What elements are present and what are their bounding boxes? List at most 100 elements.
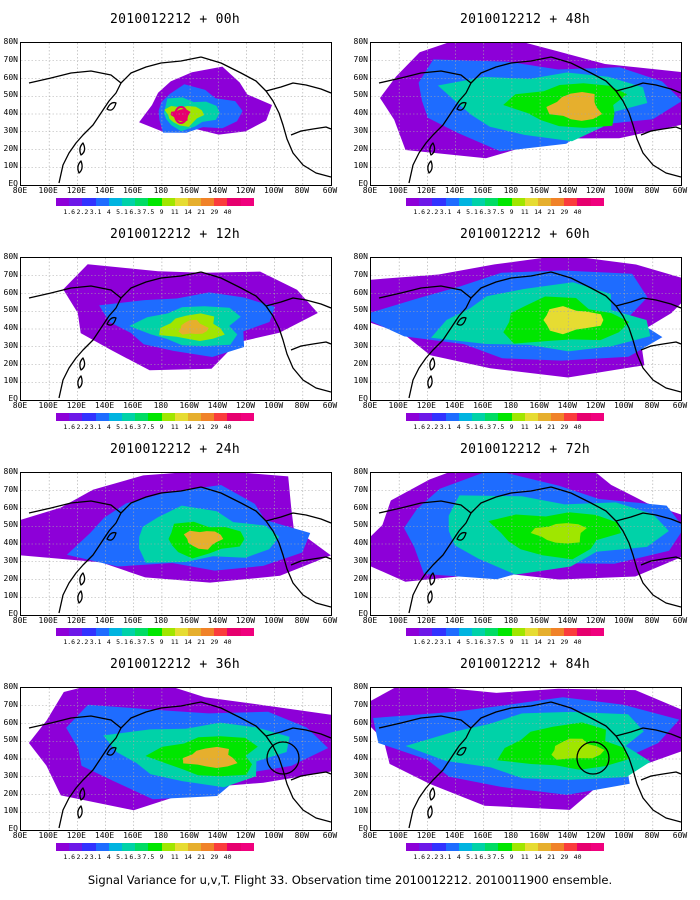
- colorbar-swatch: [108, 413, 122, 421]
- variance-contour: [551, 738, 605, 760]
- lon-label: 140E: [94, 401, 115, 410]
- lon-label: 120W: [585, 401, 606, 410]
- lon-label: 80W: [294, 186, 310, 195]
- colorbar-label: 4: [456, 638, 461, 646]
- lon-label: 160E: [123, 831, 143, 840]
- map-panel: 2010012212 + 84h 80N 70N 60N 50N 40N 30N 20N 10N…: [350, 645, 700, 861]
- colorbar-swatch: [511, 413, 525, 421]
- panel-title: 2010012212 + 12h: [109, 227, 241, 242]
- colorbar-label: 21: [197, 853, 206, 861]
- lat-label: 50N: [353, 305, 368, 315]
- lat-label: 70N: [353, 269, 368, 279]
- colorbar-swatch: [95, 198, 109, 206]
- lon-label: 140E: [94, 616, 115, 625]
- colorbar-swatch: [69, 843, 83, 851]
- colorbar-label: 5.1: [466, 423, 478, 431]
- colorbar-swatch: [432, 198, 446, 206]
- colorbar-label: 4: [106, 853, 111, 861]
- colorbar: [406, 843, 604, 851]
- lon-label: 180: [503, 401, 519, 410]
- colorbar-label: 21: [197, 638, 206, 646]
- map-panel: 2010012212 + 00h 80N 70N 60N 50N 40N 30N 20N 10N…: [0, 0, 350, 216]
- colorbar-swatch: [240, 413, 254, 421]
- colorbar-label: 40: [573, 423, 582, 431]
- lat-label: 10N: [353, 591, 368, 601]
- colorbar: [406, 413, 604, 421]
- lat-label: 60N: [3, 287, 18, 297]
- colorbar-swatch: [537, 413, 552, 421]
- colorbar-swatch: [82, 843, 96, 851]
- colorbar-swatch: [564, 843, 578, 851]
- colorbar-swatch: [590, 413, 604, 421]
- colorbar: [56, 843, 254, 851]
- colorbar-swatch: [214, 198, 228, 206]
- lon-label: 100E: [38, 186, 58, 195]
- colorbar-label: 9: [509, 853, 514, 861]
- lon-label: 80E: [362, 831, 378, 840]
- colorbar-label: 1.6: [63, 638, 76, 646]
- lon-label: 100W: [263, 186, 284, 195]
- colorbar-label: 14: [184, 423, 192, 431]
- colorbar-label: 2.2: [76, 853, 89, 861]
- colorbar-swatch: [524, 628, 538, 636]
- colorbar-swatch: [432, 628, 446, 636]
- colorbar-label: 29: [210, 208, 219, 216]
- map-panel: 2010012212 + 60h 80N 70N 60N 50N 40N 30N 20N 10N…: [350, 215, 700, 431]
- colorbar-label: 21: [197, 423, 206, 431]
- lon-label: 120E: [66, 186, 86, 195]
- lat-label: 10N: [3, 591, 18, 601]
- coastline: [378, 271, 681, 399]
- colorbar-swatch: [419, 628, 433, 636]
- colorbar-swatch: [174, 843, 188, 851]
- colorbar-label: 40: [573, 638, 582, 646]
- colorbar-swatch: [406, 628, 420, 636]
- colorbar-label: 14: [534, 638, 542, 646]
- colorbar-swatch: [227, 413, 241, 421]
- lon-label: 120W: [235, 616, 256, 625]
- colorbar-swatch: [564, 628, 578, 636]
- colorbar-label: 2.2: [76, 423, 89, 431]
- colorbar-label: 1.6: [413, 208, 426, 216]
- lat-label: 80N: [353, 37, 368, 46]
- colorbar-swatch: [485, 413, 499, 421]
- coastline: [28, 701, 331, 829]
- colorbar-label: 21: [547, 423, 556, 431]
- lon-label: 180: [503, 831, 519, 840]
- colorbar-swatch: [201, 628, 215, 636]
- lat-label: 30N: [353, 125, 368, 135]
- colorbar-label: 29: [210, 638, 219, 646]
- colorbar-label: 29: [560, 208, 569, 216]
- colorbar-swatch: [471, 413, 486, 421]
- colorbar-swatch: [108, 628, 122, 636]
- lon-label: 120W: [235, 186, 256, 195]
- colorbar-swatch: [419, 198, 433, 206]
- lon-label: 180: [153, 186, 169, 195]
- colorbar-label: 14: [534, 853, 542, 861]
- colorbar-swatch: [471, 198, 486, 206]
- coastline: [378, 486, 681, 614]
- colorbar-label: 5.1: [116, 423, 128, 431]
- lon-label: 80W: [644, 616, 660, 625]
- colorbar-label: 40: [223, 423, 232, 431]
- lon-label: 140E: [444, 831, 465, 840]
- lon-label: 160W: [529, 401, 549, 410]
- lon-label: 60W: [322, 831, 338, 840]
- colorbar-labels: 1.6 2.2 3.1 4 5.1 6.3 7.5 9 11 14 21 29 40: [406, 423, 671, 431]
- colorbar-label: 2.2: [426, 853, 439, 861]
- colorbar-swatch: [551, 413, 565, 421]
- colorbar-label: 40: [573, 208, 582, 216]
- lat-label: 10N: [3, 376, 18, 386]
- colorbar-label: 21: [547, 638, 556, 646]
- lon-label: 80W: [294, 401, 310, 410]
- colorbar-swatch: [511, 843, 525, 851]
- colorbar-swatch: [240, 843, 254, 851]
- colorbar-label: 5.1: [116, 208, 128, 216]
- colorbar-swatch: [445, 198, 459, 206]
- colorbar-label: 1.6: [63, 423, 76, 431]
- colorbar-swatch: [214, 628, 228, 636]
- colorbar-label: 4: [106, 423, 111, 431]
- lon-label: 140E: [444, 616, 465, 625]
- panel-title: 2010012212 + 24h: [109, 442, 241, 457]
- colorbar-swatch: [214, 413, 228, 421]
- lon-label: 160W: [179, 831, 199, 840]
